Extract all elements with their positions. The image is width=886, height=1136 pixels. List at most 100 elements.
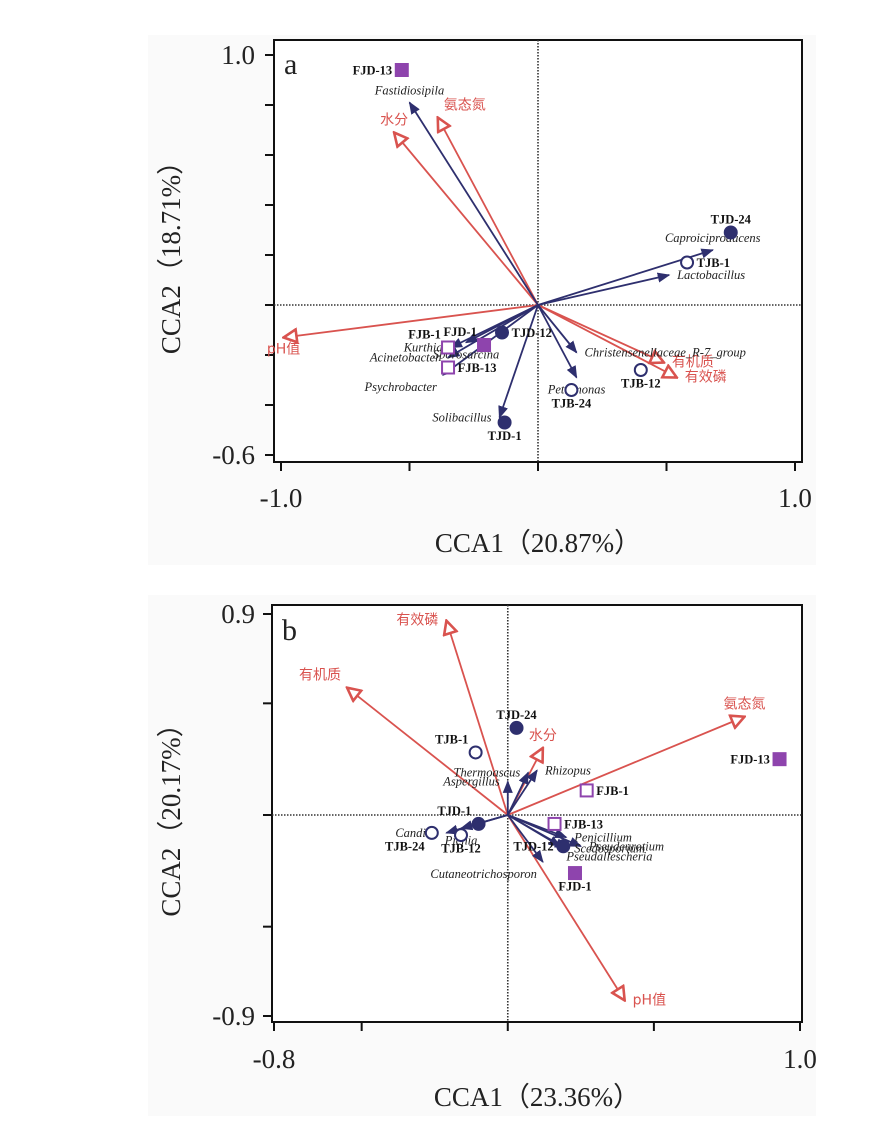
species-label: Solibacillus bbox=[432, 411, 491, 425]
y-axis-title: CCA2（18.71%） bbox=[156, 148, 186, 354]
plot-frame bbox=[271, 604, 803, 1023]
sample-label: FJD-1 bbox=[558, 880, 591, 894]
sample-point-tjd-1 bbox=[471, 816, 486, 831]
env-label: 有机质 bbox=[299, 668, 341, 684]
sample-label: TJB-24 bbox=[552, 397, 592, 411]
sample-label: TJB-1 bbox=[435, 733, 468, 747]
env-vector-有效磷 bbox=[537, 304, 677, 378]
sample-label: FJB-1 bbox=[408, 328, 441, 342]
species-vector-lactobacillus bbox=[537, 272, 671, 306]
env-label: 氨态氮 bbox=[723, 697, 765, 713]
sample-point-fjd-1 bbox=[477, 338, 492, 352]
sample-point-tjb-1 bbox=[680, 255, 695, 270]
env-label: 氨态氮 bbox=[444, 98, 486, 114]
y-axis-title: CCA2（20.17%） bbox=[156, 710, 186, 916]
env-vector-水分 bbox=[394, 133, 539, 306]
y-tick-label: 1.0 bbox=[221, 40, 255, 70]
env-vector-ph值 bbox=[507, 814, 625, 1000]
species-vector-solibacillus bbox=[498, 304, 539, 419]
sample-label: TJD-1 bbox=[488, 429, 522, 443]
species-label: Christensenellaceae_R-7_group bbox=[585, 346, 746, 360]
species-label: Fastidiosipila bbox=[374, 84, 444, 98]
env-label: 有效磷 bbox=[685, 370, 727, 386]
species-label: Penicillium bbox=[573, 830, 632, 844]
sample-point-fjb-1 bbox=[579, 783, 594, 798]
species-vector-sporosarcina bbox=[464, 304, 539, 344]
sample-label: TJD-1 bbox=[437, 804, 471, 818]
species-vector-rhizopus bbox=[507, 769, 538, 816]
y-tick-label: 0.9 bbox=[221, 599, 255, 629]
species-label: Thermoascus bbox=[454, 766, 521, 780]
species-vector-pseudallescheria bbox=[507, 814, 562, 848]
sample-label: FJB-13 bbox=[564, 817, 603, 831]
species-vector-christensenellaceae-r-7-group bbox=[537, 304, 578, 354]
species-vector-cutaneotrichosporon bbox=[507, 814, 544, 863]
species-vector-fastidiosipila bbox=[408, 101, 539, 306]
env-vector-ph值 bbox=[284, 304, 539, 338]
env-vector-有机质 bbox=[347, 688, 509, 816]
env-label: pH值 bbox=[633, 992, 666, 1008]
sample-point-tjb-1 bbox=[468, 745, 483, 760]
species-label: Acinetobacter bbox=[369, 351, 440, 365]
panel-letter: a bbox=[284, 48, 297, 81]
sample-point-tjd-1 bbox=[497, 415, 512, 430]
species-vector-pseudeurotium bbox=[507, 814, 582, 848]
x-tick-label: 1.0 bbox=[778, 483, 812, 513]
species-label: Cutaneotrichosporon bbox=[430, 867, 536, 881]
sample-label: TJB-1 bbox=[697, 256, 730, 270]
env-label: 有机质 bbox=[672, 355, 714, 371]
env-vector-氨态氮 bbox=[438, 118, 539, 306]
species-label: Psychrobacter bbox=[363, 380, 437, 394]
sample-point-tjd-12 bbox=[556, 839, 571, 854]
env-vector-有机质 bbox=[537, 304, 664, 363]
species-label: Aspergillus bbox=[442, 775, 500, 789]
species-label: Lactobacillus bbox=[676, 268, 745, 282]
sample-label: FJB-1 bbox=[596, 784, 629, 798]
panel-letter: b bbox=[282, 614, 297, 647]
sample-point-fjb-1 bbox=[441, 340, 456, 355]
env-label: 水分 bbox=[380, 113, 408, 129]
species-label: Pseudeurotium bbox=[588, 839, 664, 853]
env-label: 水分 bbox=[529, 728, 557, 744]
sample-point-fjb-13 bbox=[441, 360, 456, 375]
y-tick-label: -0.6 bbox=[212, 440, 255, 470]
env-vector-氨态氮 bbox=[507, 717, 745, 816]
species-label: Rhizopus bbox=[544, 763, 591, 777]
sample-label: TJD-12 bbox=[512, 326, 552, 340]
sample-point-fjb-13 bbox=[547, 816, 562, 831]
chart-b: -0.8 1.0 0.9 -0.9 CCA1（23.36%） CCA2（20.17%） b 有… bbox=[156, 599, 817, 1112]
sample-point-fjd-13 bbox=[772, 752, 787, 767]
x-axis-title: CCA1（23.36%） bbox=[434, 1082, 640, 1112]
sample-point-tjb-24 bbox=[564, 383, 579, 397]
sample-point-tjd-24 bbox=[509, 720, 524, 735]
sample-point-tjd-12 bbox=[495, 325, 510, 340]
x-tick-label: -0.8 bbox=[253, 1044, 296, 1074]
sample-label: TJB-12 bbox=[441, 842, 481, 856]
sample-label: TJD-12 bbox=[513, 840, 553, 854]
sample-point-fjd-13 bbox=[394, 63, 409, 77]
sample-point-tjd-24 bbox=[723, 225, 738, 240]
env-vector-有效磷 bbox=[446, 621, 509, 816]
sample-label: TJB-24 bbox=[385, 839, 425, 853]
sample-label: TJB-12 bbox=[621, 377, 661, 391]
sample-point-fjd-1 bbox=[567, 866, 582, 881]
species-vector-thermoascus bbox=[506, 771, 530, 816]
x-tick-label: -1.0 bbox=[260, 483, 303, 513]
sample-point-tjb-12 bbox=[454, 828, 469, 843]
sample-label: TJD-24 bbox=[711, 213, 752, 227]
env-label: pH值 bbox=[267, 342, 300, 358]
species-label: Pseudallescheria bbox=[565, 849, 652, 863]
sample-point-tjb-24 bbox=[424, 825, 439, 840]
species-vector-petrimonas bbox=[537, 304, 578, 379]
sample-label: FJD-13 bbox=[730, 753, 770, 767]
chart-a: -1.0 1.0 1.0 -0.6 CCA1（20.87%） CCA2（18.71%） a 氨… bbox=[156, 39, 812, 558]
env-label: 有效磷 bbox=[396, 613, 438, 629]
species-label: Scedosporium bbox=[574, 842, 645, 856]
sample-label: FJD-1 bbox=[444, 325, 477, 339]
species-label: Kurthia bbox=[403, 341, 443, 355]
y-tick-label: -0.9 bbox=[212, 1001, 255, 1031]
sample-label: TJD-24 bbox=[496, 708, 537, 722]
sample-label: FJD-13 bbox=[353, 63, 393, 77]
sample-label: FJB-13 bbox=[458, 361, 497, 375]
